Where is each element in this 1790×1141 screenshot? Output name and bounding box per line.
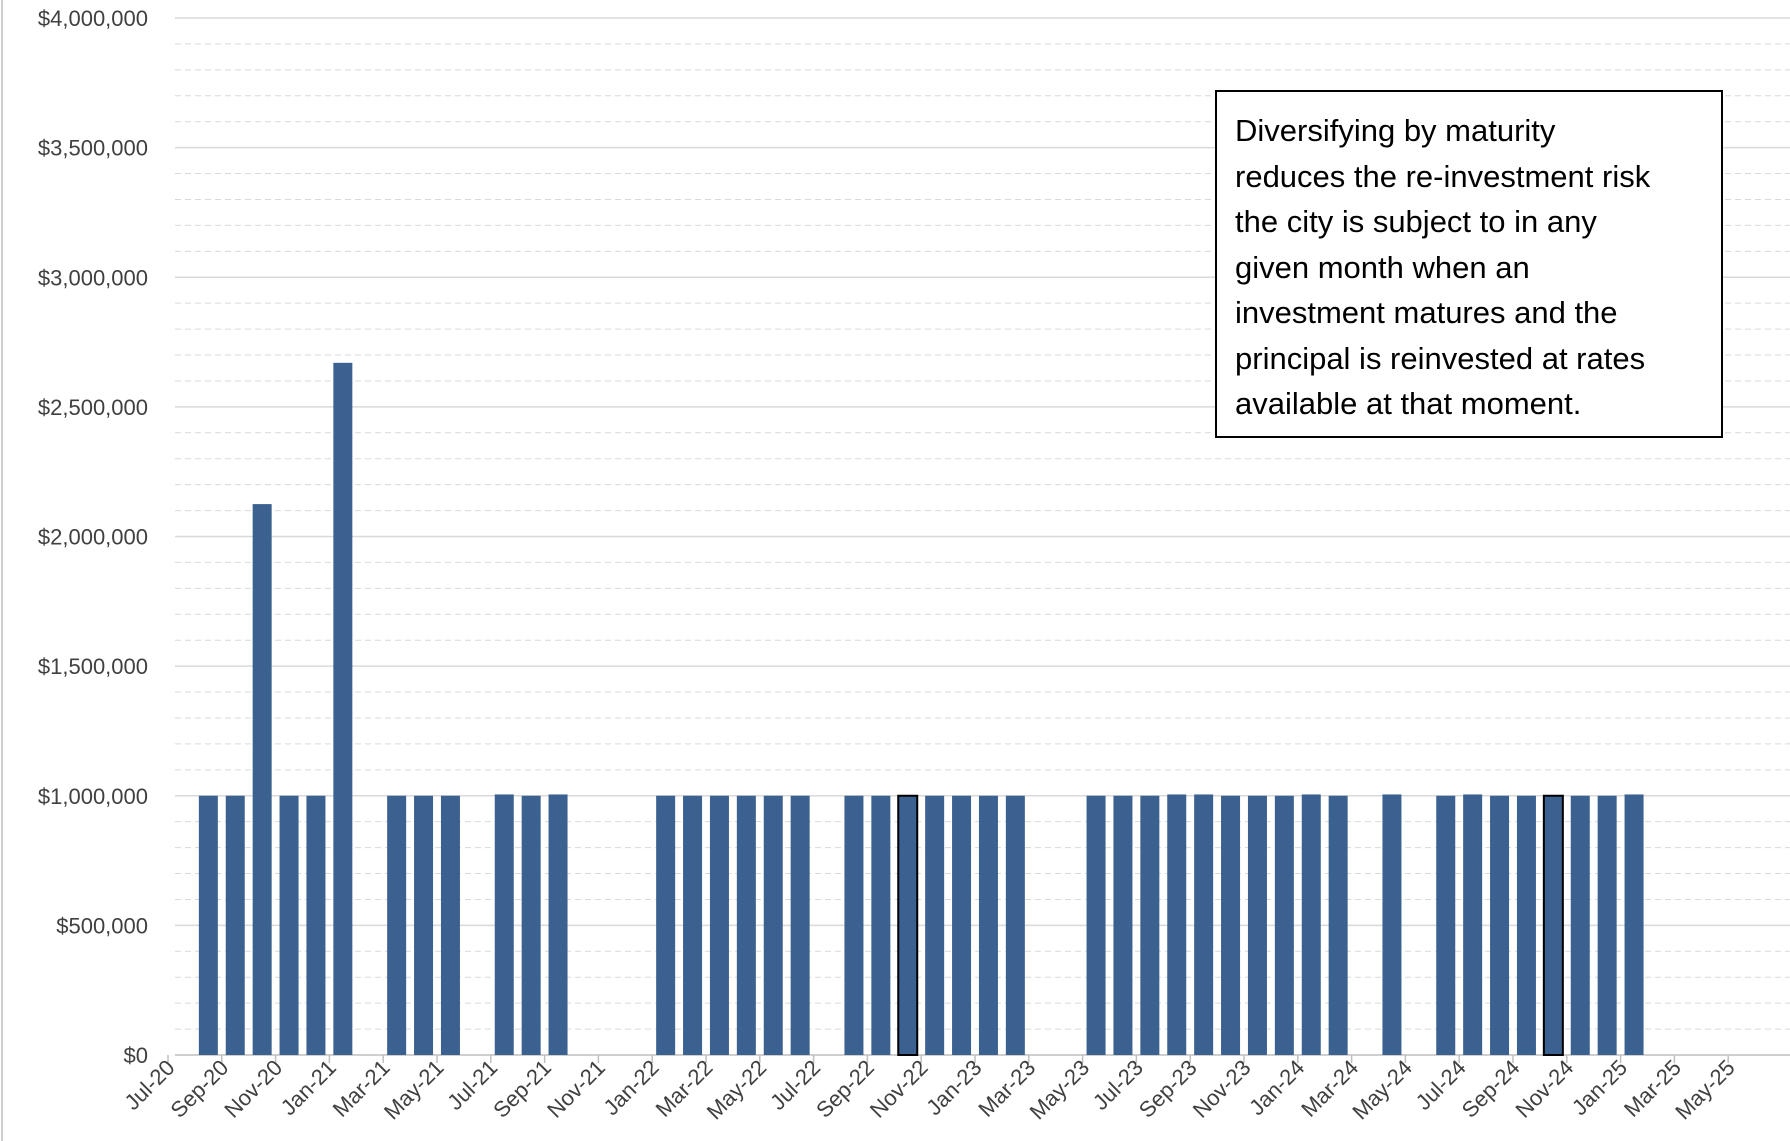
x-tick-label: May-24: [1347, 1055, 1417, 1125]
bar-dec-20: [306, 795, 326, 1055]
x-tick-label: Jan-22: [598, 1055, 663, 1120]
annotation-line: investment matures and the: [1235, 295, 1618, 330]
bar-dec-23: [1274, 795, 1294, 1055]
bar-oct-22: [897, 794, 919, 1056]
bar-aug-22: [844, 795, 864, 1055]
bar-feb-23: [1005, 795, 1025, 1055]
x-tick-label: Nov-20: [219, 1055, 287, 1123]
x-tick-label: Jan-21: [276, 1055, 341, 1120]
bar-sep-22: [871, 795, 891, 1055]
bar-jul-24: [1463, 794, 1483, 1055]
bar-jun-24: [1436, 795, 1456, 1055]
x-tick-label: Nov-24: [1511, 1055, 1579, 1123]
bar-sep-23: [1194, 794, 1214, 1055]
annotation-line: principal is reinvested at rates: [1235, 340, 1646, 376]
bar-jan-24: [1301, 794, 1321, 1055]
y-tick-label: $0: [124, 1043, 148, 1068]
annotation-line: Diversifying by maturity: [1235, 113, 1556, 148]
y-tick-label: $3,500,000: [38, 136, 148, 161]
bar-apr-24: [1382, 794, 1402, 1055]
bar-nov-24: [1570, 795, 1590, 1055]
x-tick-label: Nov-21: [542, 1055, 610, 1123]
bar-aug-24: [1490, 795, 1510, 1055]
x-tick-label: Sep-22: [811, 1055, 879, 1123]
x-tick-label: Nov-23: [1188, 1055, 1256, 1123]
x-tick-label: May-22: [702, 1055, 772, 1125]
y-tick-label: $3,000,000: [38, 265, 148, 290]
bar-jan-25: [1624, 794, 1644, 1055]
y-tick-label: $1,000,000: [38, 784, 148, 809]
x-tick-label: Jan-24: [1244, 1055, 1309, 1120]
bar-sep-21: [548, 794, 568, 1055]
x-axis-tick-labels: Jul-20Sep-20Nov-20Jan-21Mar-21May-21Jul-…: [119, 1055, 1739, 1125]
y-tick-label: $500,000: [56, 913, 148, 938]
bar-oct-24: [1542, 794, 1564, 1056]
bar-may-22: [763, 795, 783, 1055]
annotation-line: reduces the re-investment risk: [1235, 158, 1651, 194]
x-tick-label: May-21: [379, 1055, 449, 1125]
y-tick-label: $2,000,000: [38, 525, 148, 550]
bar-mar-21: [387, 795, 407, 1055]
bar-nov-23: [1247, 795, 1267, 1055]
y-tick-label: $2,500,000: [38, 395, 148, 420]
bar-jun-22: [790, 795, 810, 1055]
bar-dec-22: [952, 795, 972, 1055]
bar-jul-23: [1140, 795, 1160, 1055]
annotation-line: given month when an: [1235, 249, 1530, 285]
bar-sep-20: [225, 795, 245, 1055]
bar-jan-22: [656, 795, 676, 1055]
bar-jul-21: [494, 794, 514, 1055]
bar-aug-20: [198, 795, 218, 1055]
x-tick-label: Sep-24: [1457, 1055, 1525, 1123]
bar-jan-21: [333, 362, 353, 1055]
x-tick-label: Jan-23: [921, 1055, 986, 1120]
bar-jan-23: [978, 795, 998, 1055]
bar-oct-20: [252, 504, 272, 1055]
x-tick-label: Jan-25: [1567, 1055, 1632, 1120]
bar-may-23: [1086, 795, 1106, 1055]
x-tick-label: Sep-20: [165, 1055, 233, 1123]
bar-jun-23: [1113, 795, 1133, 1055]
bar-feb-22: [683, 795, 703, 1055]
bar-nov-20: [279, 795, 299, 1055]
bar-mar-22: [709, 795, 729, 1055]
x-tick-label: Sep-23: [1134, 1055, 1202, 1123]
bar-dec-24: [1597, 795, 1617, 1055]
x-tick-label: May-25: [1670, 1055, 1740, 1125]
bar-feb-24: [1328, 795, 1348, 1055]
bar-aug-23: [1167, 794, 1187, 1055]
annotation-box: Diversifying by maturity reduces the re-…: [1215, 90, 1723, 438]
bar-apr-21: [414, 795, 434, 1055]
bar-apr-22: [736, 795, 756, 1055]
x-tick-label: Nov-22: [865, 1055, 933, 1123]
y-axis-tick-labels: $0 $500,000 $1,000,000 $1,500,000 $2,000,000…: [38, 6, 148, 1068]
x-tick-label: Sep-21: [488, 1055, 556, 1123]
annotation-line: available at that moment.: [1235, 386, 1582, 421]
annotation-line: the city is subject to in any: [1235, 204, 1597, 239]
bar-oct-23: [1221, 795, 1241, 1055]
x-tick-label: May-23: [1025, 1055, 1095, 1125]
bar-sep-24: [1516, 795, 1536, 1055]
y-tick-label: $4,000,000: [38, 6, 148, 31]
bar-nov-22: [925, 795, 945, 1055]
bar-aug-21: [521, 795, 541, 1055]
y-tick-label: $1,500,000: [38, 654, 148, 679]
bar-series: [198, 362, 1644, 1056]
bar-may-21: [440, 795, 460, 1055]
